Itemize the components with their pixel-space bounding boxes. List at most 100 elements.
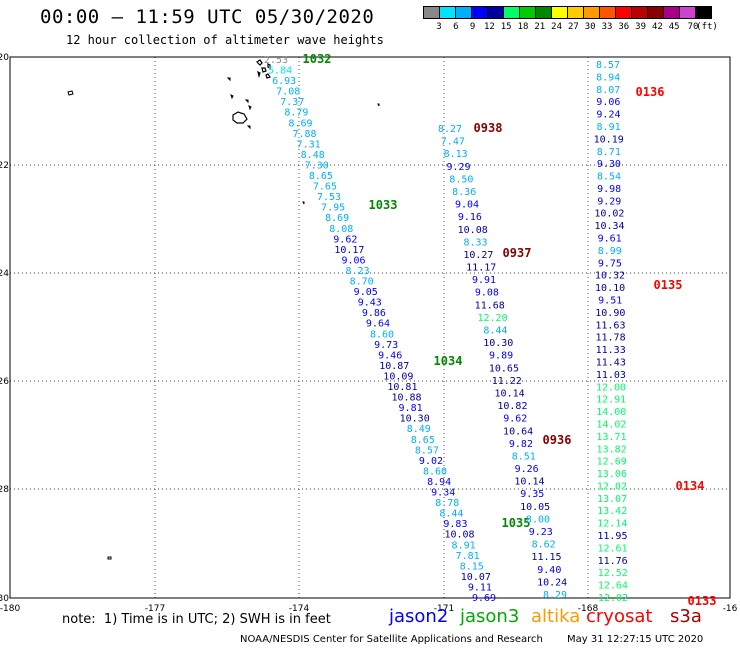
color-scale-tick: 39 [635,22,647,32]
legend-jason2: jason2 [389,606,449,627]
color-scale-tick: 70 [687,22,699,32]
wave-height-value: 9.98 [597,184,621,195]
wave-height-value: 9.11 [468,582,492,593]
wave-height-value: 9.46 [378,350,402,361]
wave-height-value: 7.88 [293,129,317,140]
island-shape [67,90,74,96]
wave-height-value: 10.02 [594,209,624,220]
timestamp: May 31 12:27:15 UTC 2020 [567,634,704,645]
wave-height-value: 7.08 [276,87,300,98]
altimeter-tracks: 2.535.846.937.087.378.798.697.887.318.48… [264,52,717,608]
wave-height-value: 12.14 [597,519,627,530]
wave-height-value: 8.44 [483,326,507,337]
longitude-label: -174 [289,604,310,614]
wave-height-value: 9.29 [597,196,621,207]
wave-height-value: 8.49 [407,424,431,435]
wave-height-value: 7.37 [280,97,304,108]
legend-jason3: jason3 [460,606,520,627]
wave-height-value: 10.09 [383,371,413,382]
pass-time-label: 0134 [676,479,705,493]
page-subtitle: 12 hour collection of altimeter wave hei… [66,33,384,47]
wave-height-value: 8.71 [597,147,621,158]
wave-height-value: 10.19 [594,134,624,145]
wave-height-value: 12.02 [598,593,628,604]
wave-height-value: 12.91 [596,395,626,406]
latitude-label: -30 [0,594,9,604]
wave-height-value: 9.43 [358,298,382,309]
wave-height-value: 8.70 [350,277,374,288]
wave-height-value: 2.53 [264,55,288,66]
wave-height-value: 11.33 [596,345,626,356]
color-scale-tick: 12 [483,22,495,32]
wave-height-value: 8.65 [411,435,435,446]
wave-height-value: 9.82 [509,439,533,450]
wave-height-value: 7.31 [297,139,321,150]
color-swatch [695,6,712,19]
wave-height-value: 10.08 [458,225,488,236]
wave-height-value: 9.24 [596,110,620,121]
wave-height-value: 11.76 [598,556,628,567]
wave-height-value: 7.53 [317,192,341,203]
wave-height-value: 13.82 [597,444,627,455]
color-scale-tick: 6 [453,22,459,32]
wave-height-value: 8.94 [427,477,451,488]
wave-height-value: 9.02 [419,456,443,467]
pass-time-label: 0133 [688,594,717,608]
wave-height-value: 9.16 [458,212,482,223]
color-scale-tick: 3 [436,22,442,32]
island-shape [232,111,248,124]
wave-height-value: 9.23 [529,527,553,538]
pass-time-label: 0936 [543,433,572,447]
wave-height-value: 9.69 [472,593,496,604]
wave-height-value: 9.30 [597,159,621,170]
wave-height-value: 9.51 [598,296,622,307]
longitude-label: -180 [0,604,20,614]
wave-height-value: 10.10 [595,283,625,294]
wave-height-value: 9.61 [598,234,622,245]
wave-height-value: 12.69 [597,457,627,468]
wave-height-value: 10.14 [514,477,544,488]
wave-height-value: 8.65 [309,171,333,182]
wave-height-value: 9.26 [515,464,539,475]
wave-height-value: 11.03 [596,370,626,381]
color-scale-tick: 21 [534,22,546,32]
latitude-label: -26 [0,377,9,387]
wave-height-value: 10.14 [495,388,525,399]
color-scale-tick: 18 [517,22,529,32]
island-shape [107,77,380,560]
wave-height-value: 8.08 [329,224,353,235]
wave-height-value: 12.52 [598,568,628,579]
map-border [9,56,731,599]
wave-height-value: 9.62 [333,234,357,245]
wave-height-value: 8.23 [346,266,370,277]
wave-height-value: 14.00 [596,407,626,418]
map-frame: -180 -177 -174 -171 -168 -16 -20 -22 -24 -26 -28 -3… [0,53,738,614]
wave-height-value: 10.08 [444,530,474,541]
wave-height-value: 13.42 [597,506,627,517]
latitude-label: -28 [0,485,9,495]
color-scale-tick: 33 [601,22,613,32]
wave-height-value: 12.02 [597,481,627,492]
longitude-label: -171 [434,604,454,614]
wave-height-value: 9.89 [489,351,513,362]
wave-height-value: 12.20 [478,313,508,324]
wave-height-value: 8.79 [284,108,308,119]
wave-height-value: 7.81 [456,551,480,562]
wave-height-value: 8.51 [512,451,536,462]
wave-height-value: 9.34 [431,488,455,499]
wave-height-value: 10.90 [595,308,625,319]
color-scale-labels: (ft) 3 6 9 12 15 18 21 24 27 30 33 36 39 42 45 70 [423,22,729,34]
wave-height-value: 10.27 [463,250,493,261]
wave-height-value: 11.95 [597,531,627,542]
wave-height-value: 9.86 [362,308,386,319]
wave-height-value: 9.06 [596,97,620,108]
wave-height-value: 9.06 [341,255,365,266]
wave-height-value: 8.94 [596,72,620,83]
coastline [67,59,380,560]
wave-height-value: 8.62 [532,540,556,551]
wave-height-value: 8.50 [449,174,473,185]
color-scale-tick: 45 [668,22,680,32]
wave-height-value: 9.40 [537,565,561,576]
wave-height-value: 9.75 [598,258,622,269]
wave-height-value: 9.83 [443,519,467,530]
